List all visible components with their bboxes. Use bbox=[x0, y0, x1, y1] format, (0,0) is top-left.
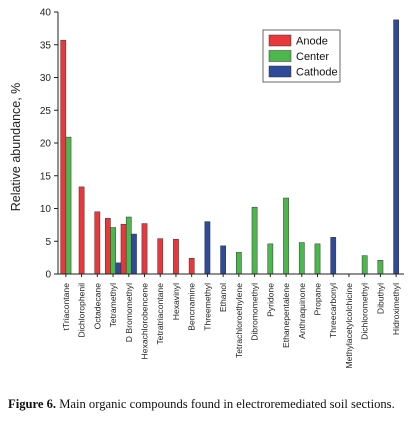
bar-cathode-3 bbox=[115, 262, 122, 275]
bar-cathode-10 bbox=[220, 245, 226, 275]
y-tick-label: 0 bbox=[45, 270, 51, 281]
bar-chart: 0 5 10 15 20 25 30 35 40 tTriacontane Dichlorophe… bbox=[9, 8, 404, 369]
bar-anode-1 bbox=[78, 186, 85, 275]
legend: Anode Center Cathode bbox=[262, 29, 341, 83]
bar-anode-4 bbox=[120, 223, 127, 275]
bar-cathode-21 bbox=[393, 19, 399, 275]
y-tick-label: 15 bbox=[40, 171, 52, 182]
bar-anode-5 bbox=[141, 223, 148, 275]
x-category-label: Bencnamine bbox=[187, 283, 197, 331]
bar-center-20 bbox=[377, 259, 384, 275]
x-category-label: Dibromomethyl bbox=[250, 283, 260, 341]
y-ticks-group: 0 5 10 15 20 25 30 35 40 bbox=[40, 8, 58, 281]
x-category-label: Tetramethyl bbox=[108, 283, 118, 328]
bar-anode-3 bbox=[104, 218, 111, 275]
x-category-label: D Bromomethyl bbox=[124, 283, 134, 342]
bar-cathode-9 bbox=[204, 221, 211, 275]
x-category-label: Methylacetylcolchicine bbox=[344, 283, 354, 369]
bar-anode-7 bbox=[173, 239, 179, 275]
bar-anode-0 bbox=[60, 39, 67, 275]
x-category-label: Propane bbox=[313, 283, 323, 316]
x-category-label: Threemethyl bbox=[202, 283, 212, 331]
bar-center-19 bbox=[361, 255, 368, 275]
y-tick-label: 25 bbox=[40, 106, 52, 117]
y-tick-label: 40 bbox=[40, 8, 52, 19]
bar-center-11 bbox=[236, 252, 242, 275]
x-category-label: Pyridone bbox=[265, 283, 275, 317]
caption-text: Main organic compounds found in electror… bbox=[56, 397, 395, 411]
figure-caption: Figure 6. Main organic compounds found i… bbox=[8, 397, 414, 411]
caption-label: Figure 6. bbox=[8, 397, 57, 411]
x-category-label: Hexavinyl bbox=[171, 283, 181, 320]
legend-label-center: Center bbox=[296, 51, 329, 63]
x-category-label: Threecarbonyl bbox=[328, 283, 338, 338]
x-category-label: Tetratriacontane bbox=[155, 283, 165, 345]
legend-label-cathode: Cathode bbox=[296, 67, 338, 79]
x-category-label: Hidroximethyl bbox=[391, 283, 401, 335]
legend-swatch-center bbox=[268, 50, 292, 62]
x-category-label: Dichloromethyl bbox=[360, 283, 370, 340]
bar-center-14 bbox=[283, 197, 289, 275]
bar-center-13 bbox=[267, 243, 274, 275]
legend-swatch-anode bbox=[268, 34, 292, 47]
bar-anode-8 bbox=[188, 258, 195, 275]
legend-label-anode: Anode bbox=[296, 36, 328, 48]
bar-center-3 bbox=[110, 227, 116, 275]
x-category-label: Ethanol bbox=[218, 283, 228, 312]
x-category-label: Hexachlorobencene bbox=[140, 283, 150, 360]
y-tick-label: 5 bbox=[45, 237, 51, 248]
bar-cathode-4 bbox=[131, 233, 137, 275]
x-category-label: Tetrachloroethylene bbox=[234, 283, 244, 358]
x-category-label: Octadecane bbox=[92, 283, 102, 330]
x-categories-group: tTriacontane Dichlorophenil Octadecane Tetr… bbox=[61, 274, 401, 369]
bar-anode-2 bbox=[94, 211, 101, 275]
bars-group bbox=[60, 19, 399, 275]
y-tick-label: 30 bbox=[40, 73, 52, 84]
bar-cathode-17 bbox=[330, 237, 337, 275]
y-axis-label: Relative abundance, % bbox=[9, 83, 23, 212]
bar-center-0 bbox=[65, 136, 72, 275]
bar-center-12 bbox=[251, 206, 258, 275]
x-category-label: Ethanepentalene bbox=[281, 283, 291, 348]
y-tick-label: 10 bbox=[40, 204, 52, 215]
y-tick-label: 20 bbox=[40, 139, 52, 150]
bar-center-15 bbox=[298, 242, 305, 275]
x-category-label: tTriacontane bbox=[61, 283, 71, 331]
bar-center-16 bbox=[314, 243, 321, 275]
x-category-label: Anthraquinone bbox=[297, 283, 307, 339]
y-tick-label: 35 bbox=[40, 40, 52, 51]
legend-swatch-cathode bbox=[268, 65, 292, 78]
bar-center-4 bbox=[125, 216, 132, 275]
x-category-label: Dibuthyl bbox=[375, 283, 385, 314]
x-category-label: Dichlorophenil bbox=[77, 283, 87, 338]
bar-anode-6 bbox=[157, 238, 164, 275]
